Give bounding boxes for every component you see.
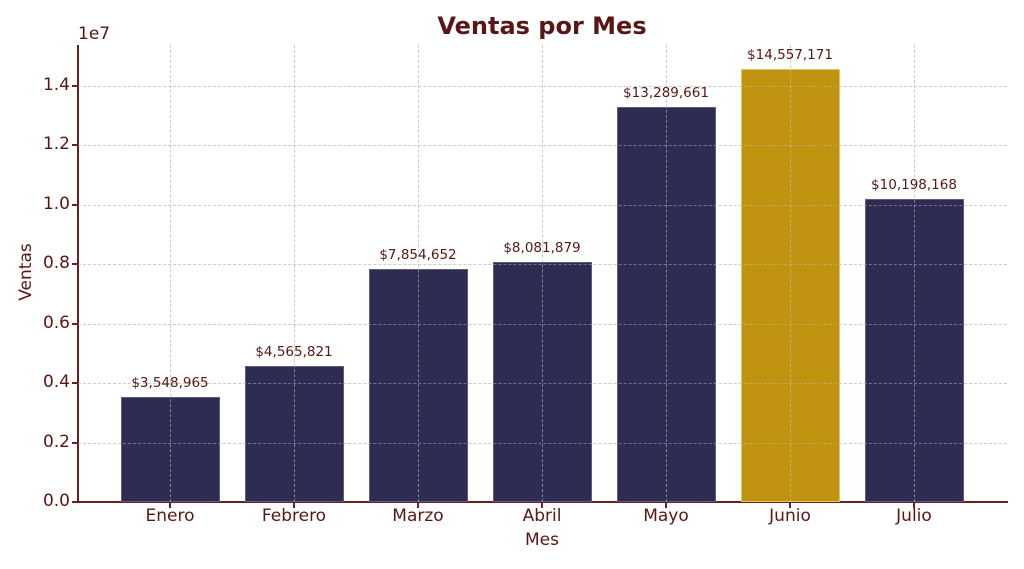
x-tick [417,502,419,508]
y-tick-label: 0.2 [42,431,70,452]
x-tick-label: Abril [522,506,562,526]
y-tick-label: 0.4 [42,372,70,393]
x-tick [541,502,543,508]
v-gridline [418,45,419,502]
y-tick-label: 0.6 [42,312,70,333]
y-tick-label: 1.0 [42,193,70,214]
y-axis-line [77,45,79,503]
v-gridline [914,45,915,502]
x-tick-label: Marzo [392,506,444,526]
bar-value-label: $7,854,652 [379,246,457,263]
y-tick-label: 1.4 [42,74,70,95]
x-tick-label: Mayo [643,506,689,526]
x-tick [665,502,667,508]
plot-area: $3,548,965 $4,565,821 $7,854,652 $8,081,879… [78,45,1007,502]
bar-value-label: $14,557,171 [747,47,833,64]
bar-value-label: $10,198,168 [871,176,957,193]
chart-title: Ventas por Mes [437,12,647,40]
y-tick [72,382,78,385]
x-tick [789,502,791,508]
x-tick [169,502,171,508]
y-tick [72,441,78,444]
y-offset-label: 1e7 [78,24,111,44]
x-axis-title: Mes [525,530,559,550]
bar-value-label: $3,548,965 [131,374,209,391]
v-gridline [170,45,171,502]
y-tick-label: 1.2 [42,134,70,155]
bar-value-label: $4,565,821 [255,344,333,361]
y-tick [72,203,78,206]
x-tick-label: Enero [145,506,195,526]
y-tick [72,84,78,87]
x-tick-label: Julio [896,506,932,526]
y-tick [72,263,78,266]
v-gridline [666,45,667,502]
x-tick [913,502,915,508]
bar-value-label: $8,081,879 [503,239,581,256]
x-tick [293,502,295,508]
x-tick-label: Junio [769,506,811,526]
y-tick [72,501,78,503]
x-tick-label: Febrero [261,506,327,526]
v-gridline [542,45,543,502]
y-tick [72,322,78,325]
y-tick-label: 0.0 [42,491,70,511]
y-tick-label: 0.8 [42,253,70,274]
bar-value-label: $13,289,661 [623,84,709,101]
y-tick [72,144,78,147]
v-gridline [790,45,791,502]
v-gridline [294,45,295,502]
